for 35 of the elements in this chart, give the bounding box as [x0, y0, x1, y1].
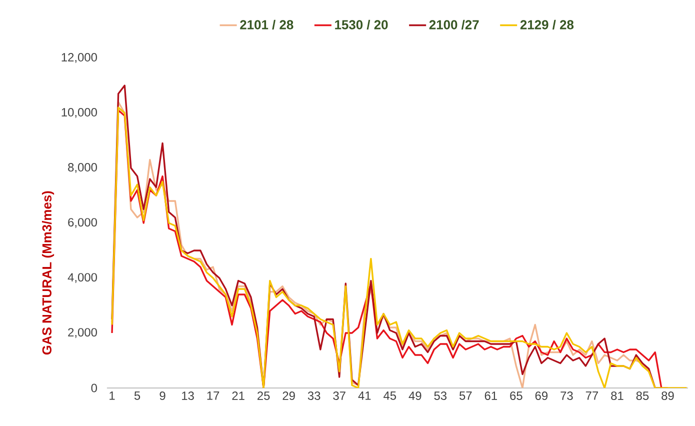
x-tick-label: 5: [134, 392, 140, 400]
x-tick-label: 41: [358, 392, 371, 400]
x-tick-label: 29: [282, 392, 295, 400]
y-tick-label: 0: [91, 384, 97, 392]
x-tick-label: 81: [611, 392, 624, 400]
y-tick-label: 4,000: [68, 273, 97, 283]
x-tick-label: 17: [207, 392, 220, 400]
x-tick-label: 1: [110, 392, 115, 400]
legend-label: 2101 / 28: [240, 20, 294, 30]
x-tick-label: 49: [408, 392, 422, 400]
x-tick-label: 85: [636, 392, 649, 400]
legend-label: 2129 / 28: [520, 20, 574, 30]
x-tick-label: 77: [586, 392, 598, 400]
legend-label: 2100 /27: [429, 20, 479, 30]
x-tick-label: 33: [308, 392, 320, 400]
x-tick-label: 73: [560, 392, 573, 400]
x-tick-label: 69: [535, 392, 548, 400]
x-tick-label: 9: [160, 392, 166, 400]
x-tick-label: 89: [662, 392, 674, 400]
y-axis-title: GAS NATURAL (Mm3/mes): [42, 191, 54, 355]
x-tick-label: 65: [510, 392, 522, 400]
x-tick-label: 61: [484, 392, 497, 400]
x-tick-label: 25: [258, 392, 270, 400]
y-tick-label: 2,000: [68, 328, 97, 338]
x-tick-label: 45: [384, 392, 396, 400]
x-tick-label: 13: [182, 392, 194, 400]
y-tick-label: 10,000: [62, 108, 97, 118]
y-tick-label: 6,000: [68, 218, 97, 228]
y-tick-label: 12,000: [62, 53, 97, 63]
x-tick-label: 37: [333, 392, 346, 400]
y-tick-label: 8,000: [68, 163, 97, 173]
x-tick-label: 53: [434, 392, 447, 400]
x-tick-label: 21: [232, 392, 244, 400]
x-tick-label: 57: [459, 392, 472, 400]
legend-label: 1530 / 20: [335, 20, 388, 30]
